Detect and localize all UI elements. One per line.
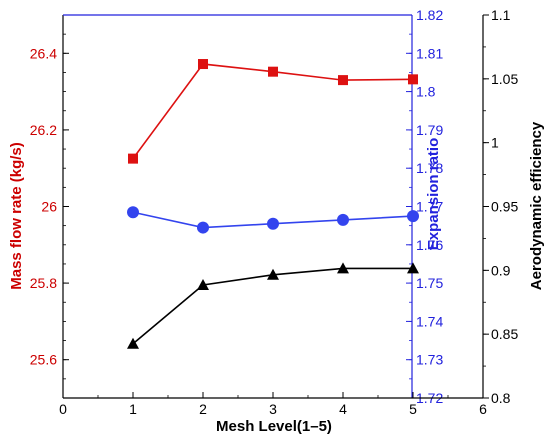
expansion-ratio-tick-label: 1.8 (416, 84, 436, 100)
efficiency-axis-title: Aerodynamic efficiency (528, 121, 545, 290)
efficiency-tick-label: 0.9 (491, 262, 511, 278)
efficiency-tick-label: 1 (491, 135, 499, 151)
circle-data-point (267, 217, 279, 230)
efficiency-tick-label: 0.8 (491, 390, 511, 406)
left-y-axis: 25.6 25.8 26 26.2 26.4 (30, 14, 69, 399)
plot-series (127, 59, 419, 349)
expansion-ratio-tick-label: 1.79 (416, 122, 443, 138)
circle-data-point (337, 213, 349, 226)
triangle-data-point (267, 268, 279, 280)
efficiency-tick-label: 1.1 (491, 7, 511, 23)
x-tick-label: 6 (479, 401, 487, 417)
triangle-data-point (197, 279, 209, 291)
expansion-ratio-tick-label: 1.81 (416, 45, 443, 61)
square-series-line (132, 63, 414, 160)
triangle-data-point (407, 262, 419, 274)
expansion-ratio-tick-label: 1.75 (416, 275, 443, 291)
expansion-ratio-tick-label: 1.82 (416, 7, 443, 23)
x-tick-label: 0 (59, 401, 67, 417)
x-tick-label: 3 (269, 401, 277, 417)
expansion-ratio-tick-label: 1.74 (416, 313, 443, 329)
efficiency-tick-label: 0.95 (491, 199, 518, 215)
efficiency-axis: 0.8 0.85 0.9 0.95 1 1.05 1.1 (482, 7, 518, 406)
square-data-point (198, 59, 208, 70)
square-data-point (268, 66, 278, 77)
left-tick-label: 26.2 (30, 122, 57, 138)
left-axis-title: Mass flow rate (kg/s) (8, 142, 25, 290)
x-tick-label: 1 (129, 401, 137, 417)
circle-data-point (407, 210, 419, 223)
square-data-point (338, 75, 348, 86)
x-tick-label: 4 (339, 401, 347, 417)
circle-data-point (127, 206, 139, 219)
efficiency-tick-label: 0.85 (491, 326, 518, 342)
square-data-point (128, 153, 138, 164)
expansion-ratio-tick-label: 1.76 (416, 237, 443, 253)
x-axis: 0 1 2 3 4 5 6 (59, 14, 487, 417)
triangle-data-point (337, 262, 349, 274)
left-tick-label: 25.6 (30, 352, 57, 368)
expansion-ratio-axis-title: Expansion ratio (425, 138, 442, 251)
x-axis-title: Mesh Level(1–5) (216, 418, 332, 435)
circle-data-point (197, 221, 209, 234)
x-tick-label: 2 (199, 401, 207, 417)
left-tick-label: 26.4 (30, 45, 57, 61)
expansion-ratio-tick-label: 1.73 (416, 352, 443, 368)
expansion-ratio-axis: 1.721.731.741.751.761.771.781.791.81.811… (406, 7, 443, 406)
expansion-ratio-tick-label: 1.77 (416, 199, 443, 215)
left-tick-label: 25.8 (30, 275, 57, 291)
square-data-point (408, 74, 418, 85)
x-tick-label: 5 (409, 401, 417, 417)
expansion-ratio-tick-label: 1.78 (416, 160, 443, 176)
triangle-data-point (127, 337, 139, 349)
efficiency-tick-label: 1.05 (491, 71, 518, 87)
left-tick-label: 26 (41, 199, 57, 215)
